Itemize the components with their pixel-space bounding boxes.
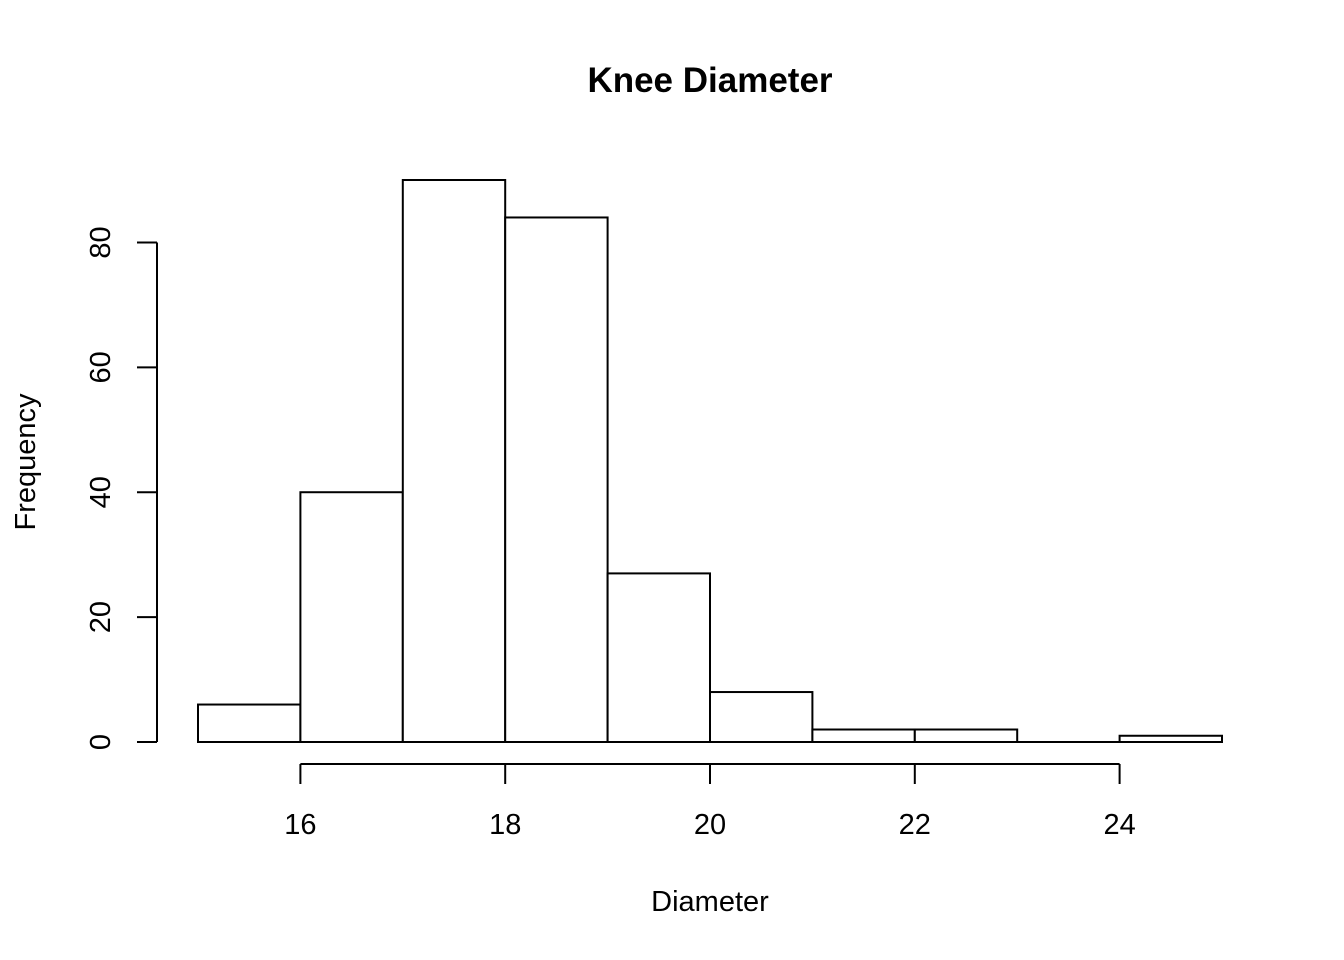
x-tick-label: 16: [284, 809, 316, 841]
y-axis: 0 20 40 60 80: [85, 226, 158, 750]
x-axis-label: Diameter: [651, 886, 769, 918]
histogram-bar: [709, 691, 814, 743]
histogram-bar: [299, 491, 404, 743]
histogram-bar: [811, 728, 916, 744]
x-tick-label: 20: [694, 809, 726, 841]
y-tick-label: 0: [85, 734, 117, 750]
bars-group: [197, 179, 1223, 744]
histogram-bar: [401, 179, 507, 743]
x-tick-label: 24: [1103, 809, 1135, 841]
y-tick-label: 80: [85, 226, 117, 258]
x-tick-label: 18: [489, 809, 521, 841]
x-axis: 16 18 20 22 24: [284, 763, 1136, 841]
chart-title: Knee Diameter: [587, 61, 832, 100]
x-tick-label: 22: [899, 809, 931, 841]
y-tick-label: 40: [85, 476, 117, 508]
histogram-bar: [606, 572, 711, 743]
histogram-bar: [913, 728, 1019, 744]
histogram-bar: [197, 703, 302, 744]
histogram-bar: [504, 216, 609, 743]
y-tick-label: 60: [85, 351, 117, 383]
y-tick-label: 20: [85, 601, 117, 633]
y-axis-label: Frequency: [10, 393, 42, 531]
histogram-bar: [1118, 734, 1223, 744]
